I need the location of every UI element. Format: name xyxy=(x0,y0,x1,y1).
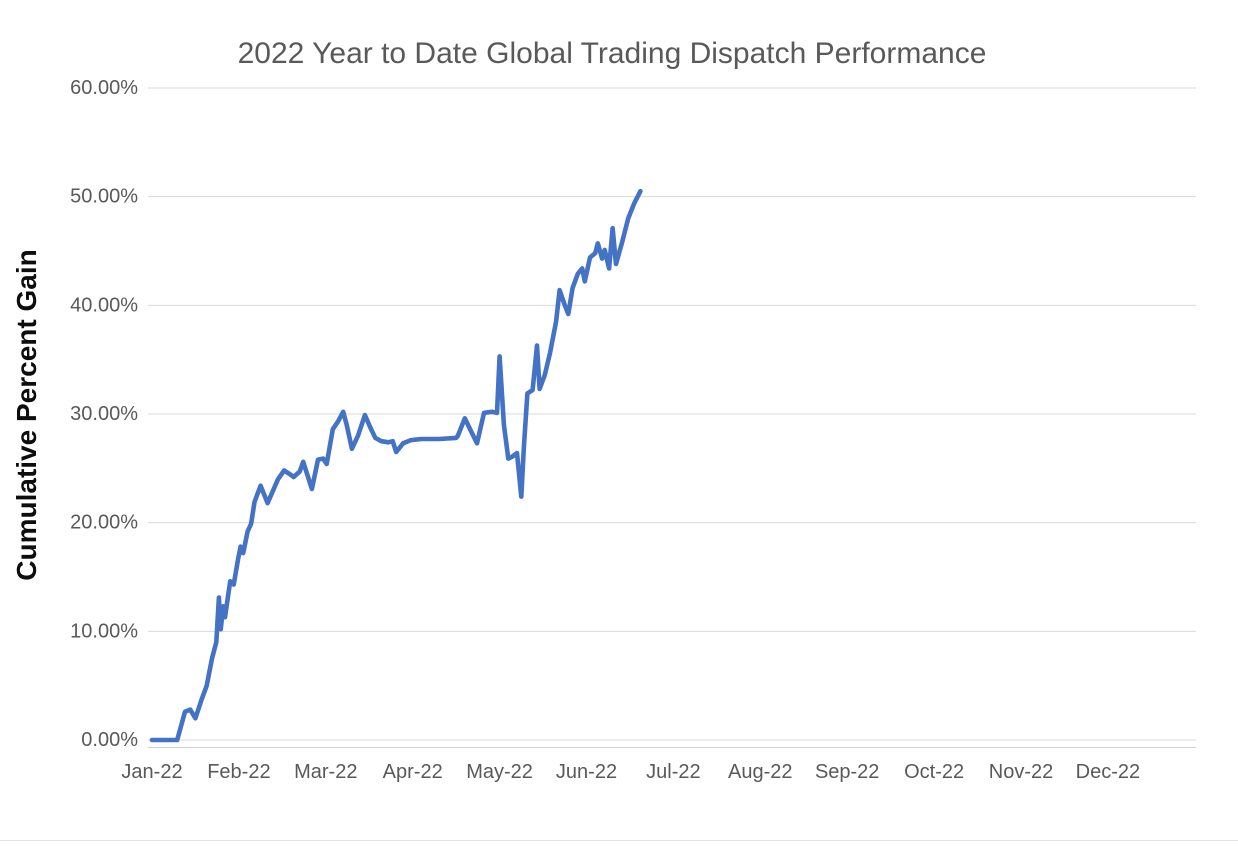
x-tick-label: May-22 xyxy=(466,761,533,783)
y-axis-title: Cumulative Percent Gain xyxy=(11,249,42,580)
gridlines xyxy=(148,87,1196,741)
chart-title: 2022 Year to Date Global Trading Dispatc… xyxy=(238,37,987,70)
x-tick-label: Sep-22 xyxy=(815,761,880,783)
x-tick-label: Jan-22 xyxy=(121,761,182,783)
x-tick-label: Feb-22 xyxy=(207,761,270,783)
performance-line-series xyxy=(149,188,643,743)
y-tick-label: 40.00% xyxy=(70,294,138,316)
x-tick-label: Jun-22 xyxy=(556,761,617,783)
y-tick-label: 50.00% xyxy=(70,186,138,208)
y-tick-label: 10.00% xyxy=(70,620,138,642)
x-tick-label: Mar-22 xyxy=(294,761,357,783)
y-tick-label: 0.00% xyxy=(81,729,138,751)
x-tick-label: Aug-22 xyxy=(728,761,793,783)
x-tick-label: Nov-22 xyxy=(989,761,1053,783)
y-axis-tick-labels: 0.00% 10.00% 20.00% 30.00% 40.00% 50.00% 60.00… xyxy=(70,77,138,751)
y-tick-label: 20.00% xyxy=(70,512,138,534)
x-tick-label: Apr-22 xyxy=(383,761,443,783)
y-tick-label: 30.00% xyxy=(70,403,138,425)
x-axis-tick-labels: Jan-22 Feb-22 Mar-22 Apr-22 May-22 Jun-22 Jul-… xyxy=(121,761,1140,783)
x-tick-label: Jul-22 xyxy=(646,761,700,783)
x-tick-label: Oct-22 xyxy=(904,761,964,783)
x-tick-label: Dec-22 xyxy=(1076,761,1140,783)
y-tick-label: 60.00% xyxy=(70,77,138,99)
